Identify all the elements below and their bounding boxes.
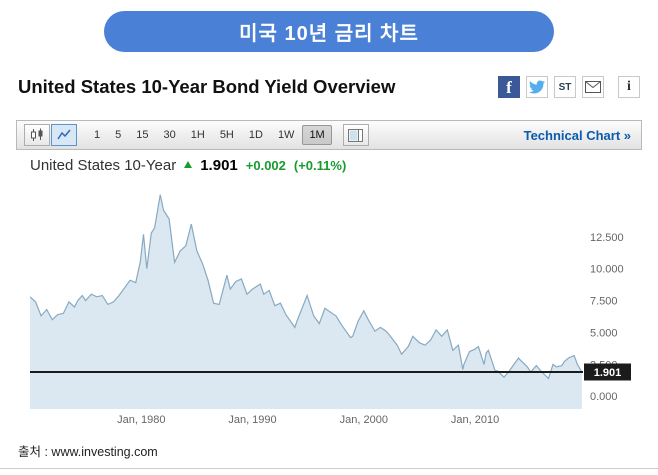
last-price: 1.901	[200, 157, 238, 174]
quote-row: United States 10-Year 1.901 +0.002 (+0.1…	[30, 157, 346, 174]
share-icons: f ST i	[498, 76, 640, 98]
interval-button-1w[interactable]: 1W	[271, 125, 302, 145]
y-axis-label: 7.500	[590, 296, 618, 308]
page-title: United States 10-Year Bond Yield Overvie…	[18, 76, 396, 97]
instrument-name: United States 10-Year	[30, 157, 177, 174]
header: United States 10-Year Bond Yield Overvie…	[18, 76, 640, 98]
chart-layout-icon	[348, 128, 364, 142]
y-axis-label: 10.000	[590, 264, 624, 276]
twitter-bird-icon	[529, 80, 545, 94]
twitter-icon[interactable]	[526, 76, 548, 98]
bottom-divider	[0, 468, 658, 469]
interval-button-1h[interactable]: 1H	[184, 125, 212, 145]
current-value-badge	[584, 363, 631, 381]
line-chart-button[interactable]	[51, 124, 77, 146]
technical-chart-link[interactable]: Technical Chart »	[523, 127, 631, 143]
interval-button-5h[interactable]: 5H	[213, 125, 241, 145]
stocktwits-icon[interactable]: ST	[554, 76, 576, 98]
candlestick-icon	[31, 128, 43, 141]
source-attribution: 출처 : www.investing.com	[18, 445, 158, 459]
y-axis-label: 12.500	[590, 232, 624, 244]
interval-button-30[interactable]: 30	[157, 125, 183, 145]
interval-button-1[interactable]: 1	[87, 125, 107, 145]
envelope-icon	[585, 81, 601, 93]
price-change-percent: (+0.11%)	[293, 158, 347, 173]
chart-toolbar: 1 5 15 30 1H 5H 1D 1W 1M Technical Chart…	[16, 120, 642, 150]
up-arrow-icon	[184, 161, 193, 168]
current-value-badge-text: 1.901	[594, 367, 622, 379]
x-axis-label: Jan, 1980	[117, 414, 165, 426]
yield-area	[30, 194, 582, 409]
interval-buttons: 1 5 15 30 1H 5H 1D 1W 1M	[87, 125, 332, 145]
email-icon[interactable]	[582, 76, 604, 98]
info-glyph: i	[627, 79, 631, 94]
candlestick-chart-button[interactable]	[24, 124, 50, 146]
interval-button-1m[interactable]: 1M	[302, 125, 332, 145]
facebook-glyph: f	[506, 77, 512, 97]
chart-layout-button[interactable]	[342, 124, 369, 146]
interval-button-1d[interactable]: 1D	[242, 125, 270, 145]
interval-button-15[interactable]: 15	[129, 125, 155, 145]
info-icon[interactable]: i	[618, 76, 640, 98]
banner-title: 미국 10년 금리 차트	[239, 23, 419, 45]
interval-button-5[interactable]: 5	[108, 125, 128, 145]
x-axis-label: Jan, 2010	[451, 414, 499, 426]
facebook-icon[interactable]: f	[498, 76, 520, 98]
yield-line	[30, 194, 583, 380]
banner: 미국 10년 금리 차트	[104, 11, 554, 52]
y-axis-label: 0.000	[590, 391, 618, 403]
stocktwits-glyph: ST	[558, 81, 572, 93]
line-chart-icon	[57, 129, 71, 140]
price-change: +0.002	[245, 158, 286, 173]
y-axis-label: 5.000	[590, 328, 618, 340]
x-axis-label: Jan, 2000	[340, 414, 388, 426]
x-axis-label: Jan, 1990	[228, 414, 276, 426]
